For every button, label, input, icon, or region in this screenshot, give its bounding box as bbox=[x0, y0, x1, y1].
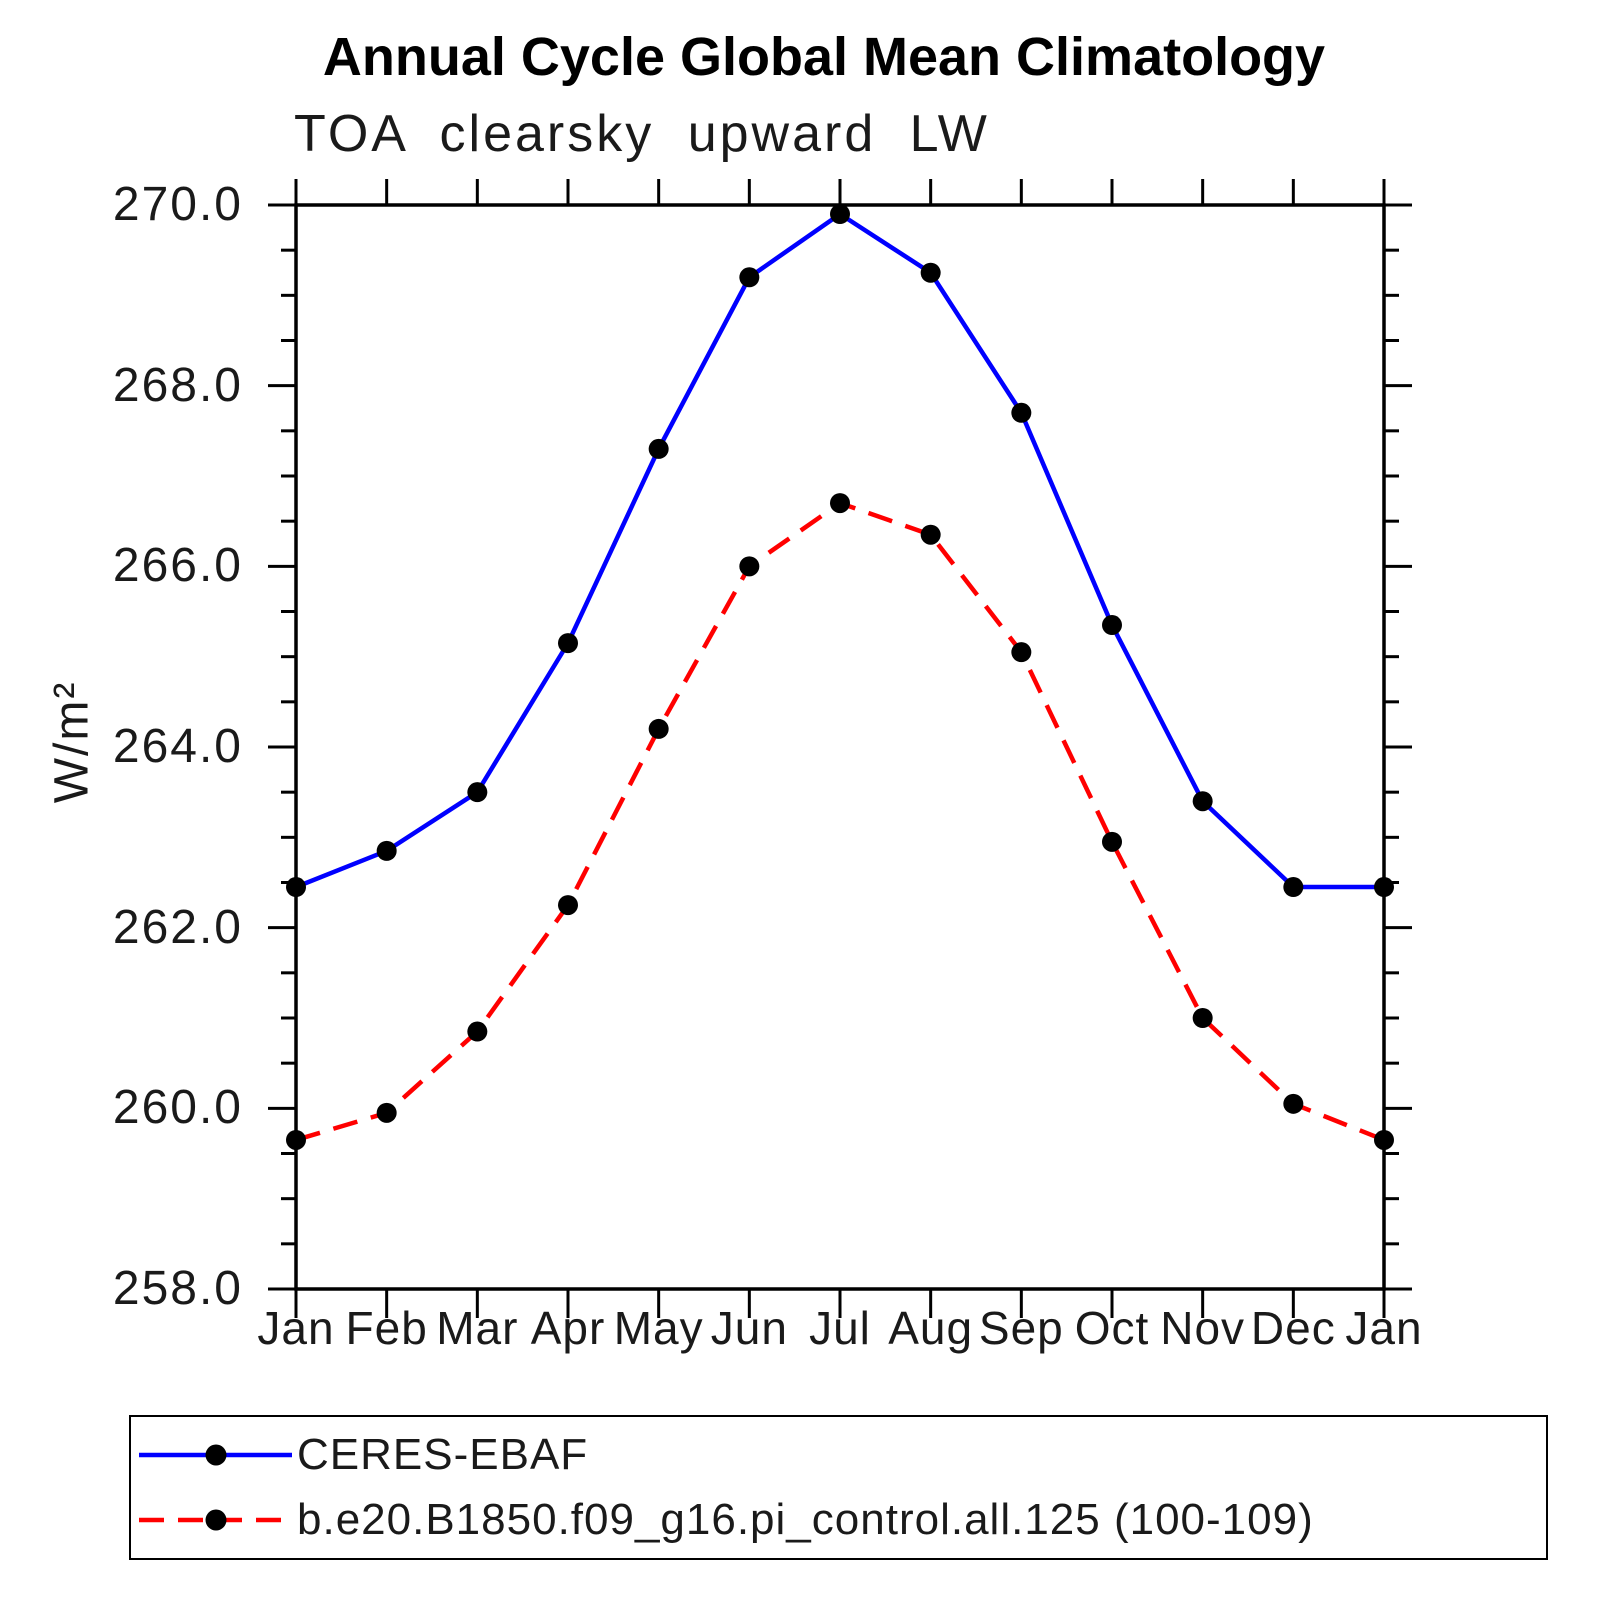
legend: CERES-EBAF b.e20.B1850.f09_g16.pi_contro… bbox=[129, 1415, 1548, 1560]
x-tick-label: Jan bbox=[1345, 1302, 1423, 1354]
legend-item-model: b.e20.B1850.f09_g16.pi_control.all.125 (… bbox=[137, 1492, 1314, 1548]
x-tick-label: Sep bbox=[978, 1302, 1064, 1354]
data-point-marker-series-1 bbox=[1192, 1008, 1213, 1028]
data-point-marker-series-0 bbox=[467, 782, 488, 803]
data-point-marker-series-1 bbox=[376, 1102, 397, 1123]
x-tick-label: Nov bbox=[1160, 1302, 1246, 1354]
y-tick-label: 258.0 bbox=[112, 1262, 243, 1315]
data-point-marker-series-0 bbox=[1102, 615, 1122, 636]
legend-sample-dashed-line bbox=[139, 1509, 292, 1531]
x-tick-label: Feb bbox=[345, 1302, 428, 1354]
x-tick-label: Jan bbox=[257, 1302, 335, 1354]
data-point-marker-series-0 bbox=[376, 840, 397, 861]
y-tick-label: 266.0 bbox=[112, 539, 243, 593]
legend-label: b.e20.B1850.f09_g16.pi_control.all.125 (… bbox=[297, 1495, 1314, 1544]
series-line-1 bbox=[295, 500, 1385, 1143]
x-tick-label: May bbox=[613, 1302, 704, 1354]
data-point-marker-series-0 bbox=[286, 877, 306, 898]
data-point-marker-series-0 bbox=[1011, 402, 1032, 423]
y-tick-label: 260.0 bbox=[112, 1081, 243, 1135]
data-point-marker-series-0 bbox=[920, 262, 941, 283]
data-point-marker-series-1 bbox=[739, 556, 760, 577]
data-point-marker-series-0 bbox=[1374, 877, 1394, 898]
legend-label: CERES-EBAF bbox=[297, 1430, 589, 1479]
data-point-marker-series-0 bbox=[830, 204, 850, 225]
data-point-marker-series-0 bbox=[1283, 877, 1304, 898]
data-point-marker-series-0 bbox=[1192, 791, 1213, 812]
legend-marker-circle bbox=[205, 1444, 227, 1466]
data-point-marker-series-0 bbox=[739, 267, 760, 288]
chart-subtitle: TOA clearsky upward LW bbox=[294, 105, 990, 163]
chart-title: Annual Cycle Global Mean Climatology bbox=[322, 27, 1326, 87]
series-line-0 bbox=[295, 211, 1384, 890]
x-tick-label: Oct bbox=[1074, 1302, 1150, 1354]
data-point-marker-series-1 bbox=[648, 718, 669, 739]
x-tick-label: Mar bbox=[436, 1302, 519, 1354]
data-point-marker-series-1 bbox=[1011, 642, 1032, 663]
data-point-marker-series-0 bbox=[558, 633, 578, 654]
data-point-marker-series-1 bbox=[1102, 831, 1122, 852]
x-tick-label: Jun bbox=[710, 1302, 788, 1354]
legend-marker-circle bbox=[205, 1509, 227, 1531]
data-point-marker-series-1 bbox=[286, 1129, 306, 1150]
y-tick-label: 264.0 bbox=[112, 720, 243, 773]
y-tick-label: 262.0 bbox=[112, 900, 243, 954]
y-tick-label: 270.0 bbox=[112, 178, 243, 231]
plot-frame bbox=[294, 203, 1386, 1291]
data-point-marker-series-1 bbox=[830, 493, 850, 514]
data-point-marker-series-1 bbox=[467, 1021, 488, 1042]
data-point-marker-series-1 bbox=[1374, 1129, 1394, 1150]
legend-item-ceres-ebaf: CERES-EBAF bbox=[137, 1427, 588, 1483]
data-point-marker-series-1 bbox=[558, 895, 578, 916]
x-tick-label: Dec bbox=[1250, 1302, 1336, 1354]
data-point-marker-series-1 bbox=[1283, 1093, 1304, 1114]
legend-sample-solid-line bbox=[139, 1444, 292, 1466]
x-tick-label: Jul bbox=[809, 1302, 871, 1354]
x-tick-label: Aug bbox=[888, 1302, 974, 1354]
data-point-marker-series-0 bbox=[648, 438, 669, 459]
data-point-marker-series-1 bbox=[920, 524, 941, 545]
x-tick-label: Apr bbox=[530, 1302, 606, 1354]
y-tick-label: 268.0 bbox=[112, 358, 243, 412]
